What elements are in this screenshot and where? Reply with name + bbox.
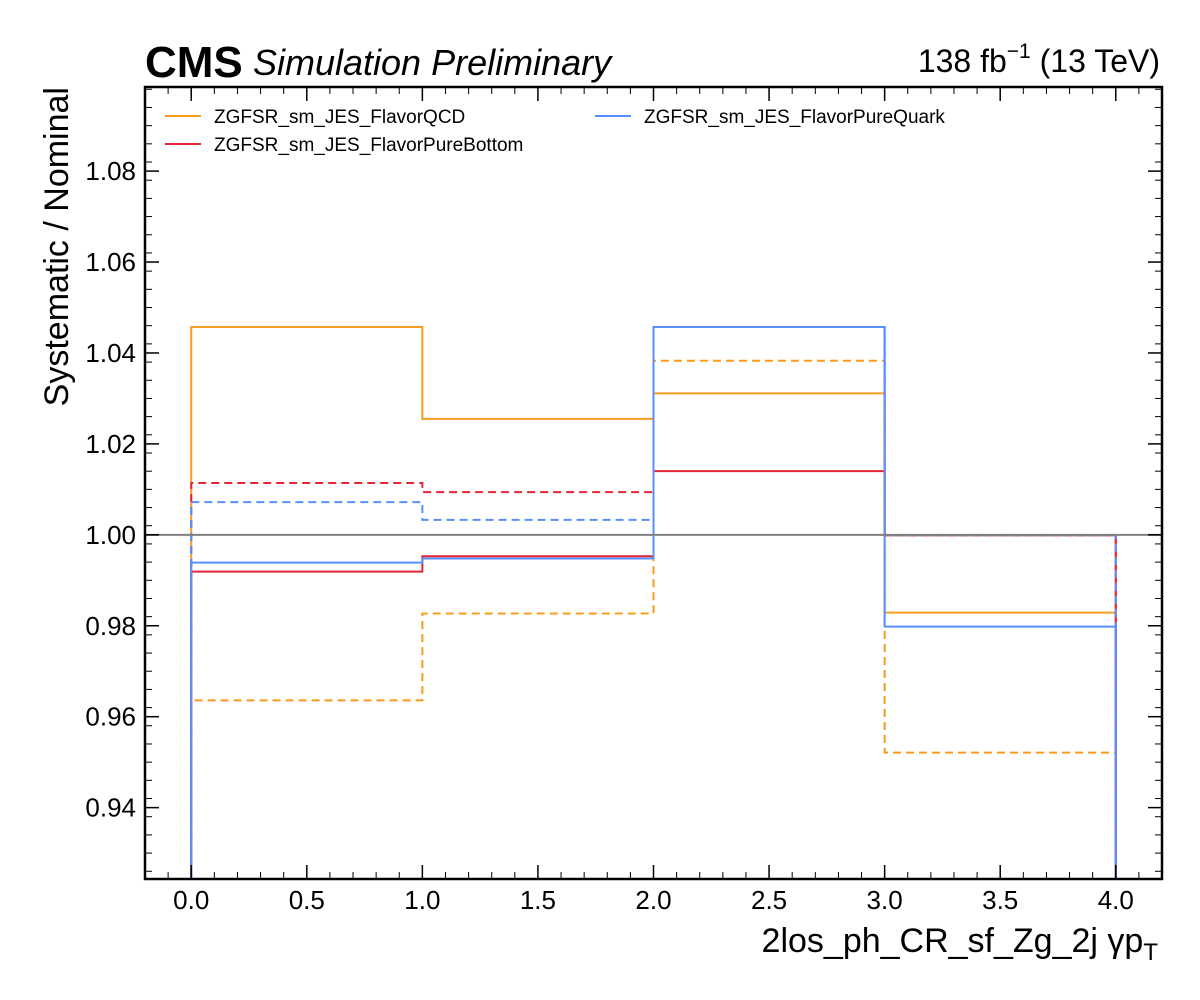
series-5-ZGFSR_sm_JES_FlavorPureQuark-down xyxy=(190,326,1117,879)
plot-area: 0.0 0.5 1.0 1.5 2.0 2.5 3.0 3.5 4.0 0.94 0.96 0.98… xyxy=(85,85,1164,915)
legend-label: ZGFSR_sm_JES_FlavorQCD xyxy=(214,107,465,128)
x-tick-label: 3.0 xyxy=(867,885,903,915)
plot-frame xyxy=(143,85,1164,881)
x-axis-title-main: 2los_ph_CR_sf_Zg_2j γp xyxy=(762,922,1144,960)
x-axis-title-subscript: T xyxy=(1143,939,1158,966)
y-tick-label: 1.08 xyxy=(85,156,136,186)
y-tick-label: 1.06 xyxy=(85,247,136,277)
y-tick-label: 0.98 xyxy=(85,611,136,641)
x-tick-label: 3.5 xyxy=(982,885,1018,915)
x-tick-label: 2.5 xyxy=(751,885,787,915)
series-4-ZGFSR_sm_JES_FlavorPureQuark-up xyxy=(190,326,1117,879)
y-tick-label: 1.04 xyxy=(85,338,136,368)
energy-label: (13 TeV) xyxy=(1031,43,1160,79)
y-tick-label: 0.96 xyxy=(85,702,136,732)
y-axis-ticks: 0.94 0.96 0.98 1.00 1.02 1.04 1.06 1.08 xyxy=(85,88,1162,872)
y-tick-label: 1.02 xyxy=(85,429,136,459)
x-tick-label: 0.5 xyxy=(289,885,325,915)
status-label: Simulation Preliminary xyxy=(253,42,613,83)
series-layer xyxy=(190,326,1117,879)
series-1-ZGFSR_sm_JES_FlavorQCD-down xyxy=(190,359,1117,879)
legend-label: ZGFSR_sm_JES_FlavorPureQuark xyxy=(644,107,945,128)
legend-label: ZGFSR_sm_JES_FlavorPureBottom xyxy=(214,135,523,156)
y-tick-label: 0.94 xyxy=(85,793,136,823)
x-tick-label: 0.0 xyxy=(173,885,209,915)
luminosity-label: 138 fb−1 (13 TeV) xyxy=(918,40,1160,79)
y-axis-title: Systematic / Nominal xyxy=(38,87,76,406)
x-axis-ticks: 0.0 0.5 1.0 1.5 2.0 2.5 3.0 3.5 4.0 xyxy=(167,87,1140,915)
x-axis-title: 2los_ph_CR_sf_Zg_2j γpT xyxy=(762,922,1159,966)
lumi-exponent: −1 xyxy=(1007,40,1031,63)
x-tick-label: 1.0 xyxy=(404,885,440,915)
x-tick-label: 4.0 xyxy=(1098,885,1134,915)
x-tick-label: 2.0 xyxy=(635,885,671,915)
experiment-label: CMS xyxy=(145,38,243,87)
lumi-value: 138 fb xyxy=(918,43,1007,79)
legend: ZGFSR_sm_JES_FlavorQCD ZGFSR_sm_JES_Flavo… xyxy=(165,107,945,156)
y-tick-label: 1.00 xyxy=(85,520,136,550)
x-tick-label: 1.5 xyxy=(520,885,556,915)
